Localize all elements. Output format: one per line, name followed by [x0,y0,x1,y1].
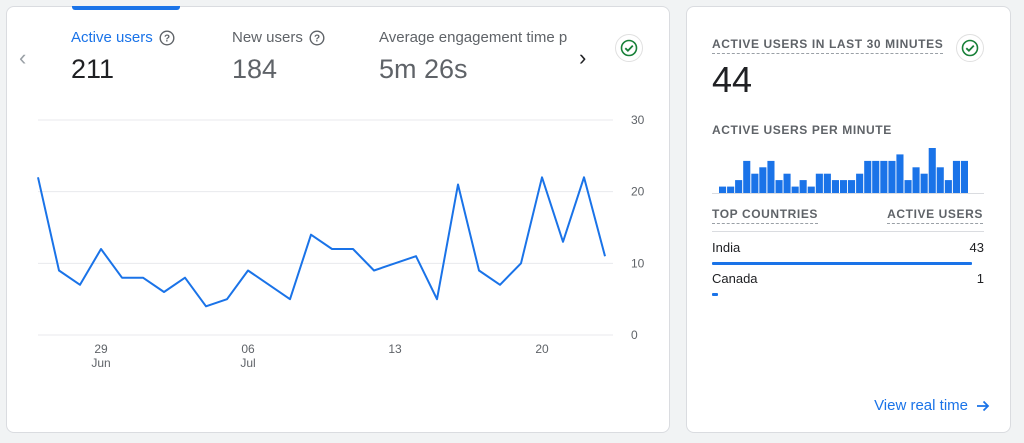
minute-bar[interactable] [880,160,888,193]
country-name: India [712,240,741,255]
minute-bar[interactable] [912,167,920,193]
x-tick-label: 06 [241,342,255,356]
minute-bar[interactable] [823,173,831,193]
metric-tab-active-users[interactable]: Active users ? 211 [71,29,175,85]
x-tick-label: 29 [94,342,108,356]
help-circle-icon[interactable]: ? [309,29,325,46]
minute-bar[interactable] [775,180,783,193]
divider [712,231,984,232]
minute-bar[interactable] [952,160,960,193]
divider [712,193,984,194]
per-minute-label: ACTIVE USERS PER MINUTE [712,123,892,137]
chevron-right-icon[interactable]: › [579,45,587,70]
metric-label: New users [232,29,303,46]
metric-label: Average engagement time p [379,29,568,46]
minute-bar[interactable] [896,154,904,193]
metric-value: 5m 26s [379,54,468,84]
minute-bar[interactable] [904,180,912,193]
country-share-bar [712,262,972,265]
minute-bar[interactable] [791,186,799,193]
minute-bar[interactable] [864,160,872,193]
metric-label: Active users [71,29,153,46]
minute-bar[interactable] [807,186,815,193]
help-circle-icon[interactable]: ? [159,29,175,46]
x-tick-month: Jul [240,356,255,370]
series-line [37,176,606,308]
view-real-time-label: View real time [874,397,968,414]
minute-bar[interactable] [920,173,928,193]
active-users-header: ACTIVE USERS [887,207,983,224]
country-value: 43 [969,240,984,255]
minute-bar[interactable] [815,173,823,193]
minute-bar[interactable] [872,160,880,193]
svg-text:?: ? [164,33,170,44]
minute-bar[interactable] [719,186,727,193]
x-tick-month: Jun [91,356,110,370]
minute-bar[interactable] [751,173,759,193]
x-tick-label: 13 [388,342,402,356]
minute-bar[interactable] [856,173,864,193]
per-minute-bar-chart [719,148,968,193]
y-tick-label: 30 [631,113,645,127]
realtime-card: ACTIVE USERS IN LAST 30 MINUTES 44 ACTIV… [686,6,1011,433]
main-metrics-card: ‹ Active users ? 211 New users ? 184 Ave… [6,6,670,433]
minute-bar[interactable] [848,180,856,193]
minute-bar[interactable] [783,173,791,193]
metric-tab-new-users[interactable]: New users ? 184 [232,29,325,85]
minute-bar[interactable] [944,180,952,193]
country-name: Canada [712,271,758,286]
country-share-bar [712,293,719,296]
selected-metric-indicator [72,6,180,10]
metric-value: 211 [71,54,115,84]
arrow-right-icon [977,400,990,411]
minute-bar[interactable] [831,180,839,193]
y-tick-label: 20 [631,185,645,199]
check-circle-icon[interactable] [956,34,984,62]
check-circle-icon[interactable] [615,34,643,62]
minute-bar[interactable] [960,160,968,193]
x-tick-label: 20 [535,342,549,356]
minute-bar[interactable] [727,186,735,193]
metric-tab-engagement-time[interactable]: Average engagement time p 5m 26s [379,29,571,85]
y-tick-label: 0 [631,328,638,342]
svg-text:?: ? [314,33,320,44]
realtime-count: 44 [712,59,753,100]
minute-bar[interactable] [759,167,767,193]
minute-bar[interactable] [840,180,848,193]
minute-bar[interactable] [735,180,743,193]
top-countries-header: TOP COUNTRIES [712,207,819,224]
country-value: 1 [976,271,984,286]
minute-bar[interactable] [928,148,936,193]
minute-bar[interactable] [767,160,775,193]
metric-value: 184 [232,54,278,84]
realtime-title: ACTIVE USERS IN LAST 30 MINUTES [712,37,944,54]
minute-bar[interactable] [743,160,751,193]
y-tick-label: 10 [631,256,645,270]
minute-bar[interactable] [799,180,807,193]
chevron-left-icon[interactable]: ‹ [19,45,27,70]
minute-bar[interactable] [936,167,944,193]
view-real-time-link[interactable]: View real time [874,397,990,414]
minute-bar[interactable] [888,160,896,193]
